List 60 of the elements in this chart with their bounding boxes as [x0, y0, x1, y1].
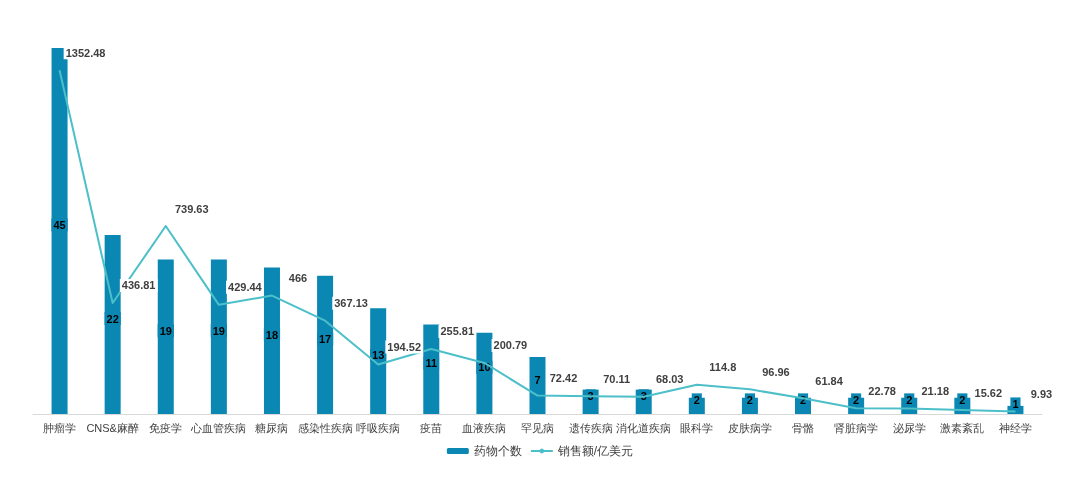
- x-tick-label: 呼吸疾病: [356, 421, 401, 434]
- data-label: 72.42: [549, 372, 578, 385]
- x-tick-label: 血液疾病: [462, 421, 507, 434]
- data-label: 2: [746, 393, 753, 406]
- data-label: 1352.48: [65, 46, 106, 59]
- data-label: 45: [53, 219, 66, 231]
- data-label: 429.44: [228, 281, 263, 294]
- data-label: 11: [425, 357, 438, 370]
- data-label: 9.93: [1030, 387, 1053, 400]
- x-tick-label: 泌尿学: [892, 421, 926, 434]
- data-label: 367.13: [334, 297, 368, 310]
- x-tick-label: 眼科学: [680, 421, 714, 434]
- x-tick-label: 感染性疾病: [297, 421, 353, 434]
- data-label: 2: [853, 393, 860, 406]
- data-label: 19: [212, 324, 225, 337]
- bar: [104, 235, 121, 414]
- x-tick-label: 遗传疾病: [568, 421, 613, 434]
- data-label: 19: [159, 324, 172, 337]
- x-tick-label: 免疫学: [149, 421, 183, 434]
- legend-label: 药物个数: [473, 444, 522, 458]
- data-label: 7: [534, 373, 541, 386]
- data-label: 2: [959, 393, 966, 406]
- data-label: 22: [106, 312, 119, 325]
- data-label: 13: [372, 349, 385, 362]
- data-label: 68.03: [655, 373, 684, 386]
- bar: [157, 259, 174, 414]
- data-label: 1: [1012, 397, 1019, 410]
- bar: [51, 48, 68, 414]
- data-label: 22.78: [868, 384, 896, 397]
- data-label: 114.8: [709, 361, 737, 374]
- data-label: 436.81: [121, 279, 156, 292]
- data-label: 15.62: [974, 386, 1003, 399]
- x-tick-label: 糖尿病: [255, 421, 289, 434]
- x-tick-label: 皮肤病学: [727, 421, 772, 434]
- legend-label: 销售额/亿美元: [556, 444, 634, 458]
- data-label: 17: [318, 332, 332, 345]
- data-label: 21.18: [921, 385, 949, 398]
- data-label: 96.96: [762, 365, 790, 378]
- x-tick-label: 神经学: [998, 421, 1032, 434]
- data-label: 255.81: [440, 325, 475, 338]
- data-label: 466: [288, 272, 308, 285]
- data-label: 18: [265, 328, 279, 341]
- x-tick-label: 罕见病: [521, 421, 554, 434]
- x-tick-label: 心血管疾病: [190, 421, 247, 434]
- bar: [370, 308, 387, 414]
- x-tick-label: 骨骼: [792, 421, 815, 434]
- x-tick-label: 疫苗: [420, 421, 443, 434]
- data-label: 70.11: [603, 372, 631, 385]
- data-label: 61.84: [815, 374, 844, 387]
- bar: [210, 259, 227, 414]
- data-label: 739.63: [174, 202, 209, 215]
- x-tick-label: 肾脏病学: [834, 421, 879, 434]
- x-tick-label: CNS&麻醉: [86, 421, 139, 434]
- data-label: 2: [906, 393, 913, 406]
- data-label: 2: [693, 393, 700, 406]
- x-tick-label: 消化道疾病: [616, 421, 672, 434]
- x-tick-label: 激素紊乱: [940, 421, 985, 434]
- data-label: 194.52: [387, 341, 422, 354]
- x-tick-label: 肿瘤学: [43, 421, 77, 434]
- data-label: 200.79: [493, 339, 528, 352]
